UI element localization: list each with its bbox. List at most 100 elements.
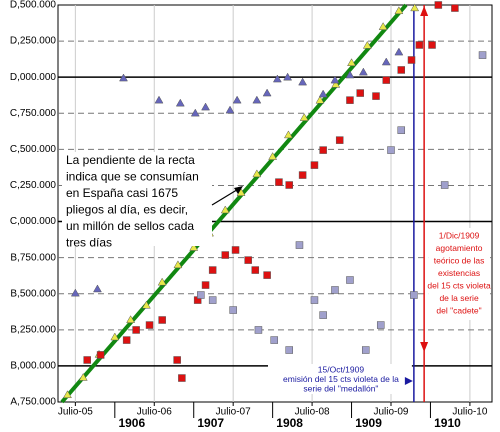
triangle-point: [110, 332, 120, 341]
y-tick-label: B,250.000: [10, 324, 56, 335]
y-tick-label: B,000.000: [10, 361, 56, 372]
arrow-head: [420, 6, 429, 16]
triangle-point: [345, 70, 355, 79]
triangle-point: [201, 102, 210, 111]
square-point: [275, 178, 283, 186]
square-point: [251, 266, 260, 274]
y-tick-label: C,000.000: [10, 216, 57, 227]
x-tick-label: Julio-07: [216, 407, 251, 418]
annotation-text: del 15 cts violeta: [427, 280, 491, 290]
annotation-text: del "cadete": [436, 305, 481, 315]
square-point: [335, 136, 344, 144]
triangle-point: [268, 152, 278, 160]
square-point: [263, 271, 271, 279]
square-point: [376, 321, 385, 329]
triangle-point: [220, 205, 230, 214]
triangle-point: [362, 40, 372, 49]
square-point: [208, 266, 217, 274]
triangle-point: [119, 73, 128, 82]
triangle-point: [283, 130, 293, 139]
square-point: [229, 306, 237, 314]
annotation-text: La pendiente de la recta: [66, 153, 195, 167]
y-tick-label: D,500.000: [10, 0, 57, 11]
square-point: [331, 286, 339, 294]
annotation-box: [268, 364, 412, 394]
triangle-point: [190, 108, 200, 117]
square-point: [410, 291, 418, 299]
square-point: [382, 76, 391, 84]
square-point: [310, 161, 319, 169]
square-point: [310, 296, 319, 304]
square-point: [407, 56, 416, 64]
annotation-text: teórico de las: [434, 255, 485, 265]
triangle-point: [78, 372, 88, 381]
x-tick-label: Julio-06: [137, 407, 172, 418]
square-point: [346, 276, 354, 284]
annotation-text: tres días: [66, 236, 112, 250]
triangle-point: [189, 243, 199, 251]
trend-line: [60, 3, 408, 404]
square-point: [197, 291, 205, 299]
square-point: [295, 241, 304, 249]
square-point: [298, 171, 307, 179]
triangle-point: [93, 284, 102, 293]
square-point: [231, 246, 240, 254]
square-point: [361, 346, 370, 354]
triangle-point: [252, 169, 262, 178]
triangle-point: [331, 79, 341, 88]
y-tick-label: C,250.000: [10, 180, 57, 191]
square-point: [440, 181, 449, 189]
square-point: [319, 146, 327, 154]
year-label: 1907: [197, 416, 224, 430]
square-point: [387, 146, 395, 154]
triangle-point: [394, 47, 404, 56]
square-point: [145, 321, 154, 329]
square-point: [208, 296, 217, 304]
triangle-point: [63, 390, 72, 399]
triangle-point: [175, 98, 185, 107]
annotation-text: agotamiento: [436, 243, 483, 253]
square-point: [372, 92, 380, 100]
triangle-point: [225, 105, 235, 114]
square-point: [346, 96, 354, 104]
square-point: [83, 356, 91, 364]
triangle-point: [272, 74, 282, 83]
triangle-point: [252, 95, 262, 104]
triangle-point: [347, 58, 356, 66]
annotation-box: [62, 152, 212, 246]
square-point: [132, 326, 140, 334]
triangle-point: [232, 95, 242, 104]
square-point: [201, 281, 210, 289]
square-point: [158, 316, 166, 324]
square-point: [319, 311, 327, 319]
square-point: [173, 356, 181, 364]
annotation-text: emisión del 15 cts violeta de la: [283, 374, 399, 384]
x-tick-label: Julio-05: [58, 407, 93, 418]
x-tick-label: Julio-09: [373, 407, 408, 418]
triangle-point: [262, 88, 272, 97]
triangle-point: [70, 288, 80, 297]
annotation-text: serie del "medallón": [303, 383, 378, 393]
annotation-text: un millón de sellos cada: [66, 219, 194, 233]
arrow-head: [420, 342, 429, 352]
y-tick-label: D,250.000: [10, 36, 57, 47]
y-tick-label: B,500.000: [10, 288, 56, 299]
square-point: [434, 1, 443, 9]
triangle-point: [154, 95, 164, 104]
square-point: [254, 326, 263, 334]
triangle-point: [330, 75, 340, 84]
y-tick-label: D,000.000: [10, 72, 57, 83]
year-label: 1909: [355, 416, 382, 430]
triangle-point: [283, 72, 293, 81]
arrow-head: [404, 377, 413, 385]
year-label: 1906: [118, 416, 145, 430]
triangle-point: [318, 89, 328, 98]
square-point: [285, 181, 293, 189]
triangle-point: [358, 67, 368, 76]
triangle-point: [410, 3, 420, 12]
annotation-text: de la serie: [439, 293, 478, 303]
square-point: [478, 51, 487, 59]
square-point: [122, 336, 131, 344]
square-point: [415, 41, 424, 49]
annotation-text: indica que se consumían: [66, 170, 199, 184]
